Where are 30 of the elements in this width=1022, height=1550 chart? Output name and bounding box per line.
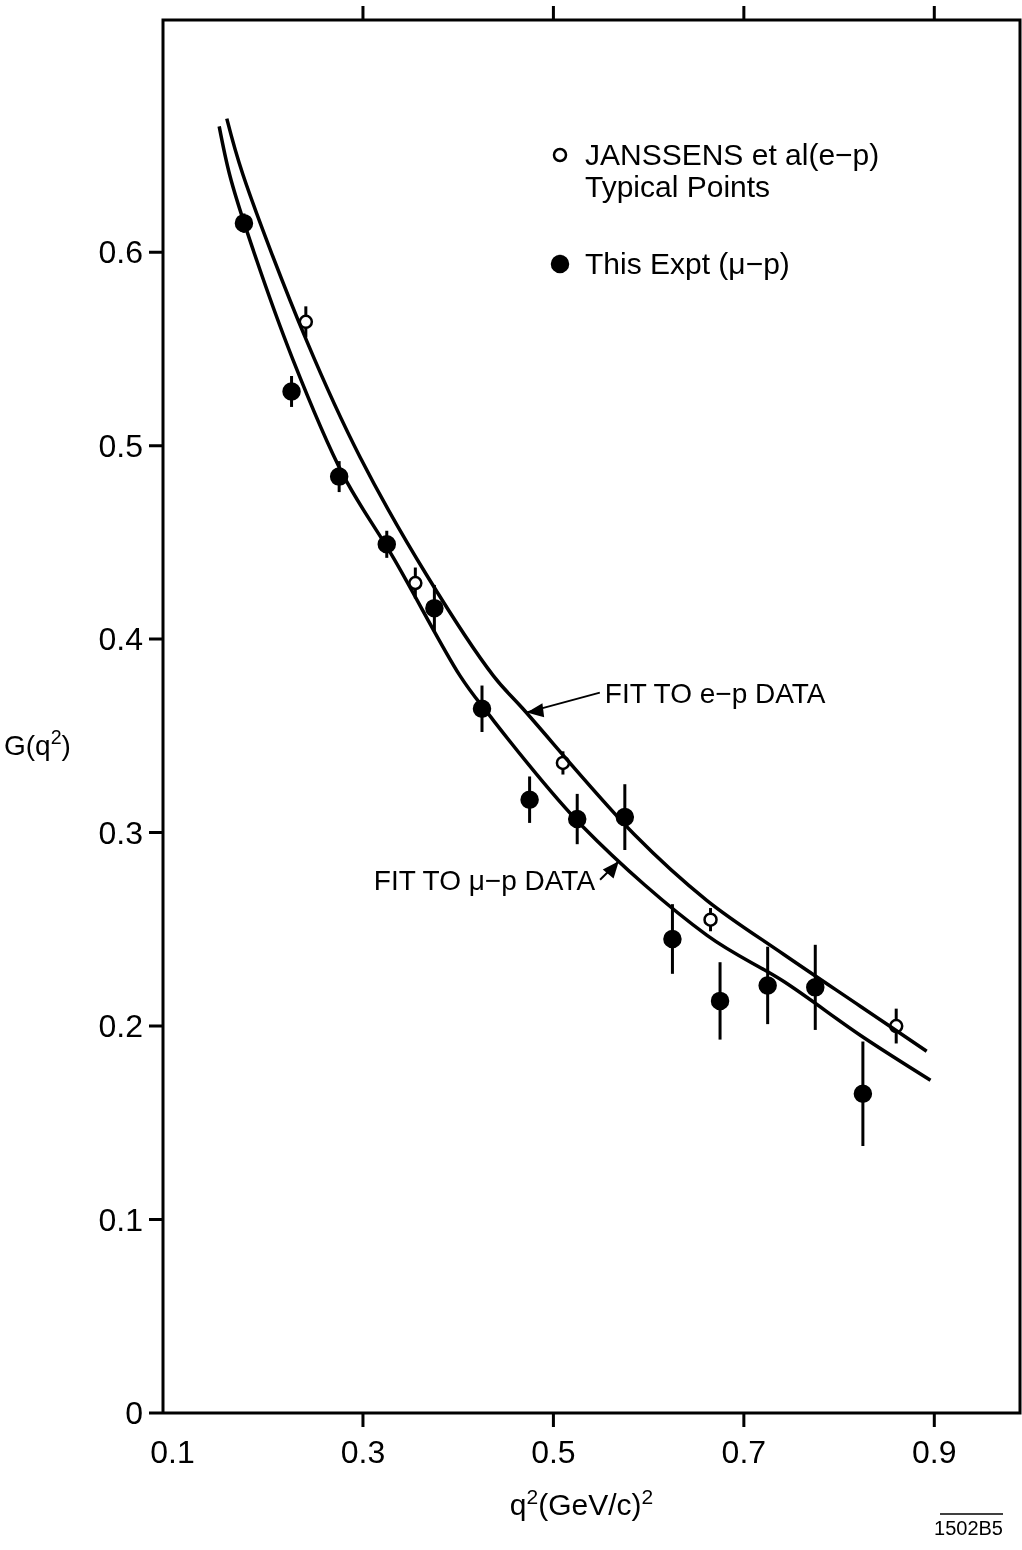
- y-tick-label: 0.4: [98, 621, 143, 658]
- legend-label: JANSSENS et al(e−p) Typical Points: [585, 138, 880, 203]
- annotation: FIT TO μ−p DATA: [373, 864, 596, 896]
- point: [408, 575, 423, 591]
- y-tick-label: 0.1: [98, 1201, 143, 1238]
- y-tick-label: 0.5: [98, 427, 143, 464]
- x-tick-label: 0.7: [721, 1434, 767, 1470]
- y-tick-label: 0.6: [98, 234, 143, 271]
- point: [520, 790, 539, 809]
- point: [298, 314, 314, 330]
- legend-label: This Expt (μ−p): [585, 247, 790, 280]
- x-tick-label: 0.3: [340, 1434, 386, 1470]
- point: [703, 912, 718, 927]
- x-tick-label: 0.5: [531, 1434, 576, 1470]
- annotation: FIT TO e−p DATA: [604, 677, 826, 709]
- y-tick-label: 0: [125, 1395, 143, 1431]
- point: [663, 929, 682, 949]
- text: 1502B5: [934, 1517, 1003, 1539]
- point: [425, 598, 444, 618]
- x-axis-title: q$^{2}$(GeV/c)$^{2}$: [509, 1484, 654, 1521]
- point: [710, 991, 730, 1011]
- x-tick-label: 0.1: [150, 1434, 195, 1470]
- point: [282, 382, 301, 401]
- y-tick-label: 0.2: [98, 1008, 143, 1045]
- y-axis-title: G(q$^{2}$): [4, 726, 71, 761]
- point: [806, 978, 825, 997]
- x-tick-label: 0.9: [912, 1434, 957, 1470]
- y-tick-label: 0.3: [98, 814, 143, 851]
- point: [758, 976, 777, 995]
- point: [853, 1084, 873, 1104]
